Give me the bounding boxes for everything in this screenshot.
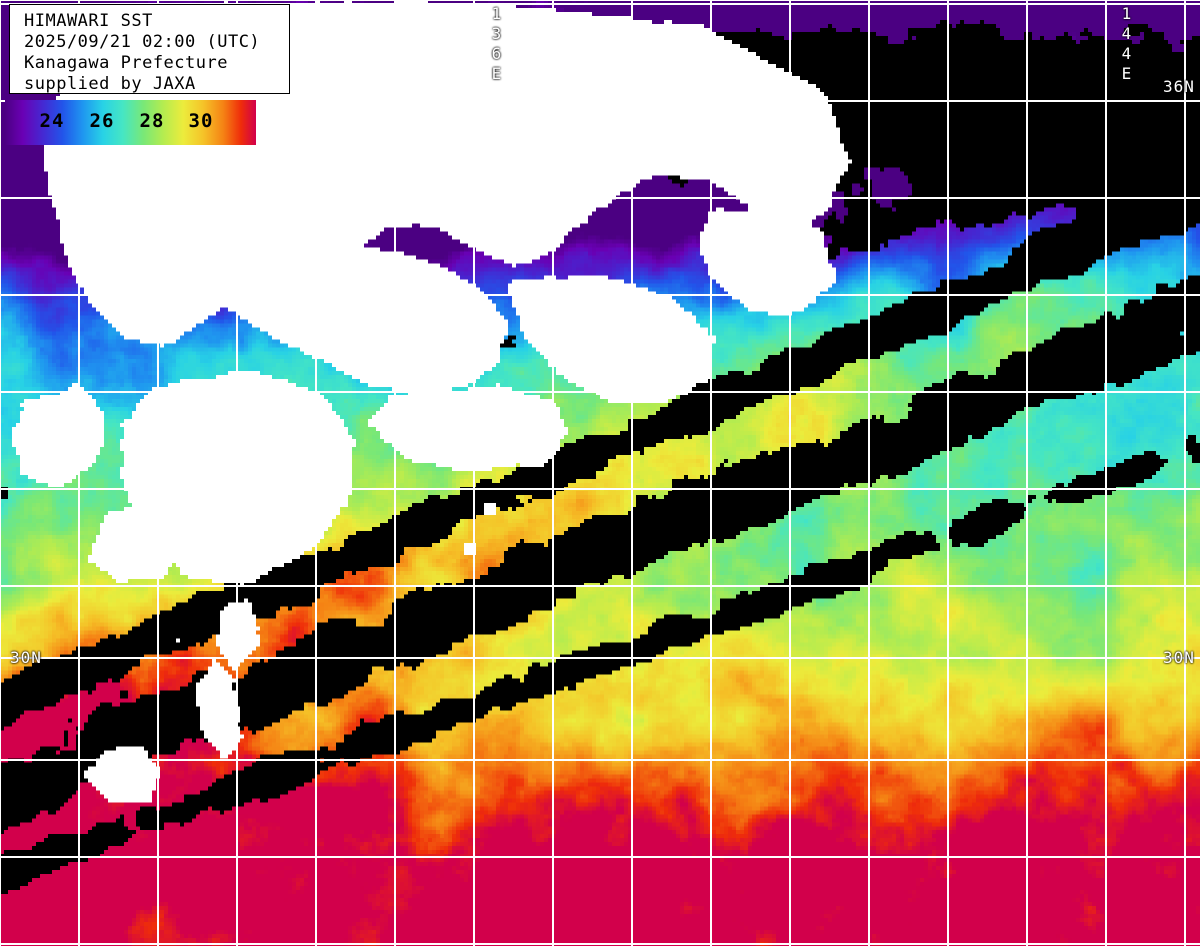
title-line-datetime: 2025/09/21 02:00 (UTC)	[24, 32, 261, 52]
colorbar-tick-26: 26	[89, 110, 115, 132]
lat-label-30n-left: 30N	[10, 648, 42, 667]
title-line-product: HIMAWARI SST	[24, 11, 153, 31]
title-line-supplier: supplied by JAXA	[24, 74, 196, 94]
title-card: HIMAWARI SST 2025/09/21 02:00 (UTC) Kana…	[9, 4, 290, 94]
temperature-colorbar: 24 26 28 30	[5, 100, 256, 145]
colorbar-tick-30: 30	[188, 110, 214, 132]
lon-label-136e: 136E	[487, 4, 506, 84]
title-line-provider-region: Kanagawa Prefecture	[24, 53, 228, 73]
colorbar-gradient	[5, 100, 256, 145]
lat-label-30n-right: 30N	[1163, 648, 1195, 667]
lon-label-144e: 144E	[1117, 4, 1136, 84]
colorbar-tick-24: 24	[39, 110, 65, 132]
lat-label-36n-right: 36N	[1163, 77, 1195, 96]
colorbar-tick-28: 28	[139, 110, 165, 132]
